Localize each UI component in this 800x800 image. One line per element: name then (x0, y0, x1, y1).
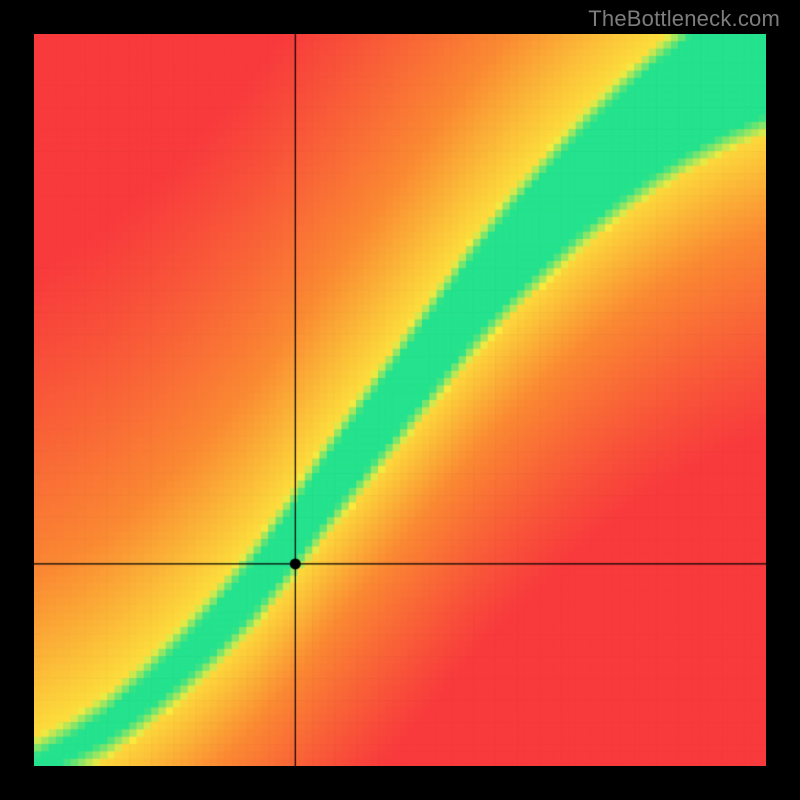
bottleneck-heatmap (34, 34, 766, 766)
watermark-text: TheBottleneck.com (588, 6, 780, 32)
chart-stage: TheBottleneck.com (0, 0, 800, 800)
